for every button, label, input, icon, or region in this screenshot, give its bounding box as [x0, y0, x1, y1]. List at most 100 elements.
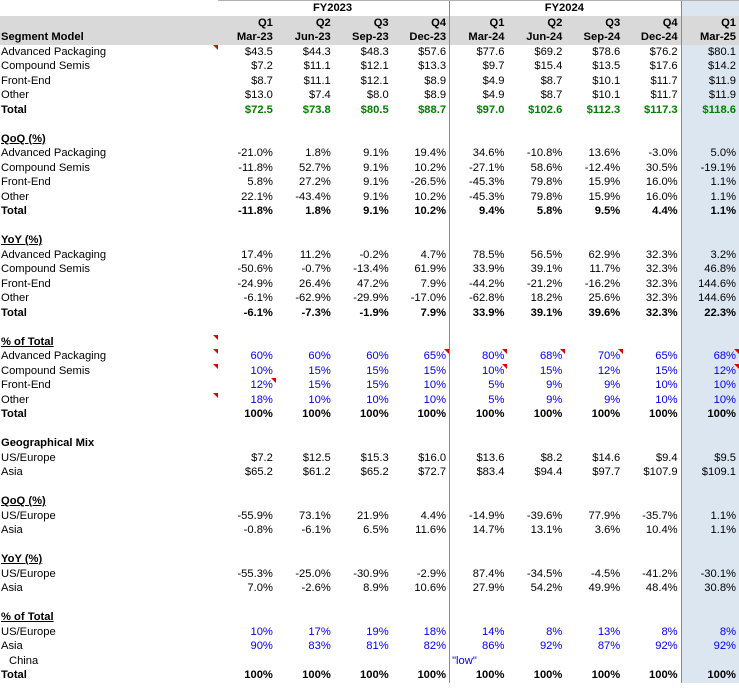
value-cell[interactable]: -27.1%: [449, 160, 508, 175]
value-cell[interactable]: 26.4%: [299, 277, 331, 290]
period-header-cell[interactable]: Sep-23: [333, 30, 392, 45]
value-cell[interactable]: 21.9%: [356, 509, 389, 522]
cell[interactable]: [507, 335, 565, 350]
value-cell[interactable]: $10.1: [592, 74, 621, 87]
cell[interactable]: [276, 480, 334, 495]
cell[interactable]: [623, 233, 681, 248]
row-label[interactable]: Advanced Packaging: [0, 44, 218, 60]
value-cell[interactable]: 10%: [680, 392, 739, 407]
value-cell[interactable]: $7.2: [251, 60, 273, 72]
value-cell[interactable]: -24.9%: [237, 277, 273, 290]
cell[interactable]: [449, 595, 508, 610]
value-cell[interactable]: -34.5%: [526, 567, 563, 580]
value-cell[interactable]: 9%: [546, 379, 563, 391]
section-title[interactable]: Geographical Mix: [1, 437, 95, 449]
value-cell[interactable]: -11.8%: [238, 161, 273, 174]
cell[interactable]: [680, 320, 739, 335]
cell[interactable]: [507, 610, 565, 625]
cell[interactable]: [392, 117, 450, 132]
value-cell[interactable]: 5.8%: [536, 205, 563, 217]
cell[interactable]: [0, 117, 218, 132]
value-cell[interactable]: 9%: [604, 393, 621, 406]
value-cell[interactable]: -6.1%: [243, 306, 273, 319]
value-cell[interactable]: $43.5: [244, 45, 273, 58]
value-cell[interactable]: 1.1%: [680, 508, 739, 523]
row-label[interactable]: Front-End: [1, 379, 51, 391]
cell[interactable]: [334, 233, 392, 248]
value-cell[interactable]: 10%: [423, 379, 447, 391]
value-cell[interactable]: 1.1%: [680, 189, 739, 204]
value-cell[interactable]: -0.7%: [301, 263, 331, 275]
cell[interactable]: [449, 334, 508, 349]
value-cell[interactable]: 13.1%: [530, 524, 563, 536]
value-cell[interactable]: 27.9%: [449, 581, 508, 596]
value-cell[interactable]: 100%: [302, 408, 331, 420]
value-cell[interactable]: -0.8%: [243, 524, 273, 536]
row-label[interactable]: US/Europe: [1, 509, 56, 522]
row-label[interactable]: Other: [1, 292, 29, 304]
value-cell[interactable]: 65%: [655, 350, 678, 362]
period-header-cell[interactable]: Jun-23: [275, 30, 334, 45]
cell[interactable]: [680, 479, 739, 494]
value-cell[interactable]: 58.6%: [530, 161, 563, 174]
value-cell[interactable]: 8.9%: [363, 582, 389, 594]
quarter-header-cell[interactable]: Q1: [680, 15, 739, 30]
cell[interactable]: [565, 132, 623, 147]
cell[interactable]: [392, 436, 450, 451]
quarter-header-cell[interactable]: Q1: [449, 15, 508, 30]
value-cell[interactable]: $61.2: [302, 466, 331, 478]
value-cell[interactable]: 9%: [546, 393, 563, 406]
value-cell[interactable]: 32.3%: [645, 277, 678, 290]
value-cell[interactable]: -1.9%: [359, 306, 389, 319]
value-cell[interactable]: $97.7: [592, 466, 621, 478]
value-cell[interactable]: $80.1: [680, 44, 739, 59]
cell[interactable]: [276, 552, 334, 567]
value-cell[interactable]: 60%: [308, 350, 331, 362]
cell[interactable]: [392, 132, 450, 147]
value-cell[interactable]: 1.1%: [680, 204, 739, 219]
quarter-header-cell[interactable]: Q3: [565, 15, 624, 30]
row-label[interactable]: Total: [1, 205, 27, 217]
cell[interactable]: [623, 422, 681, 437]
value-cell[interactable]: -26.5%: [410, 176, 447, 188]
value-cell[interactable]: [392, 654, 450, 669]
value-cell[interactable]: 5.0%: [680, 146, 739, 161]
cell[interactable]: [0, 320, 218, 335]
value-cell[interactable]: 9.1%: [363, 161, 389, 174]
value-cell[interactable]: -13.4%: [353, 263, 389, 275]
cell[interactable]: [334, 436, 392, 451]
value-cell[interactable]: -45.3%: [449, 175, 508, 190]
value-cell[interactable]: 12%: [680, 363, 739, 378]
value-cell[interactable]: 7.0%: [247, 582, 273, 594]
value-cell[interactable]: 19.4%: [414, 147, 447, 159]
value-cell[interactable]: -45.3%: [449, 189, 508, 204]
value-cell[interactable]: $78.6: [592, 45, 621, 58]
cell[interactable]: [276, 335, 334, 350]
value-cell[interactable]: 15.9%: [588, 190, 621, 203]
value-cell[interactable]: 100%: [533, 408, 563, 420]
row-label[interactable]: Other: [1, 190, 29, 203]
value-cell[interactable]: $107.9: [643, 466, 678, 478]
cell[interactable]: [680, 610, 739, 625]
value-cell[interactable]: 12%: [218, 378, 276, 393]
cell[interactable]: [218, 538, 276, 553]
cell[interactable]: [623, 480, 681, 495]
cell[interactable]: [392, 610, 450, 625]
value-cell[interactable]: 100%: [591, 408, 621, 420]
value-cell[interactable]: $11.7: [650, 89, 678, 101]
value-cell[interactable]: $57.6: [418, 45, 447, 58]
value-cell[interactable]: 7.9%: [420, 306, 447, 319]
cell[interactable]: [565, 422, 623, 437]
value-cell[interactable]: $8.9: [424, 89, 447, 101]
value-cell[interactable]: 60%: [366, 350, 389, 362]
cell[interactable]: [623, 436, 681, 451]
value-cell[interactable]: 79.8%: [530, 176, 563, 188]
value-cell[interactable]: $4.9: [449, 88, 508, 103]
value-cell[interactable]: $14.2: [680, 59, 739, 74]
cell[interactable]: [392, 552, 450, 567]
value-cell[interactable]: 10.2%: [414, 190, 447, 203]
value-cell[interactable]: $7.2: [251, 451, 273, 464]
cell[interactable]: [449, 218, 508, 233]
value-cell[interactable]: $15.3: [360, 451, 389, 464]
value-cell[interactable]: $14.6: [592, 451, 621, 464]
